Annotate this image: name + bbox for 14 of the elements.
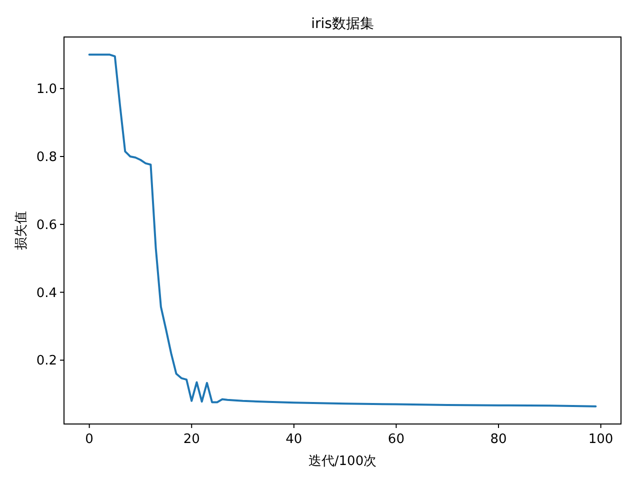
y-tick-label: 0.6 — [36, 218, 57, 233]
x-tick-label: 60 — [388, 432, 404, 447]
y-tick-label: 0.4 — [36, 286, 57, 301]
x-tick-label: 100 — [588, 432, 614, 447]
y-tick-label: 0.2 — [36, 354, 57, 369]
x-tick-label: 20 — [183, 432, 200, 447]
y-tick-label: 1.0 — [36, 82, 57, 98]
chart-title: iris数据集 — [311, 16, 374, 32]
x-axis-title: 迭代/100次 — [308, 454, 377, 469]
x-tick-label: 80 — [490, 432, 507, 447]
x-tick-label: 40 — [286, 432, 302, 447]
x-tick-label: 0 — [85, 432, 94, 447]
y-axis-title: 损失值 — [14, 211, 29, 250]
y-tick-label: 0.8 — [36, 150, 57, 165]
